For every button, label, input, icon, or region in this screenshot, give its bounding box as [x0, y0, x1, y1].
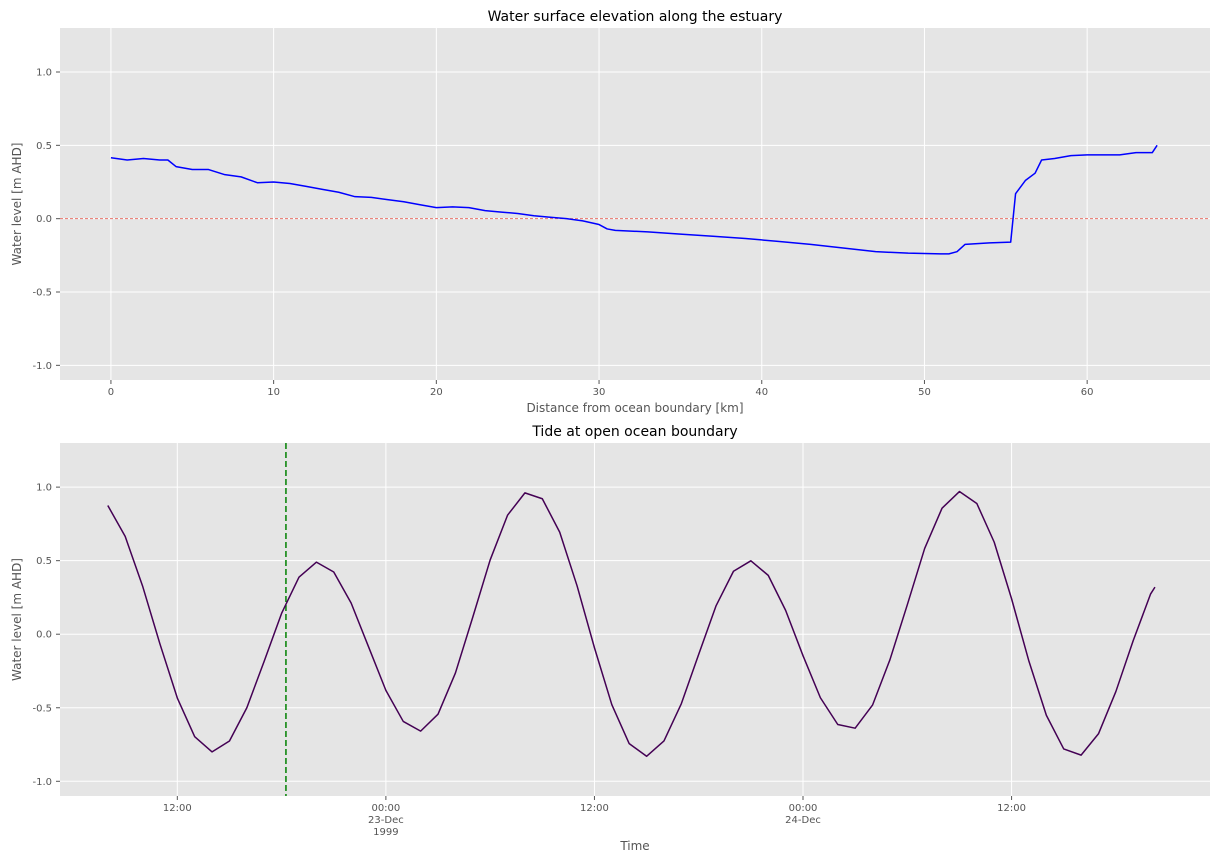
y-tick-label: 0.0: [36, 214, 52, 225]
data-line: [110, 144, 1158, 255]
x-tick-label: 40: [755, 387, 768, 398]
x-axis-label: Distance from ocean boundary [km]: [526, 401, 743, 415]
x-tick-label: 30: [593, 387, 606, 398]
x-tick-label: 0: [108, 387, 114, 398]
y-tick-label: -0.5: [32, 703, 52, 714]
x-tick-label: 12:00: [580, 803, 609, 814]
y-tick-label: 1.0: [36, 483, 52, 494]
data-line: [107, 490, 1156, 758]
y-tick-label: -1.0: [32, 361, 52, 372]
x-tick-label: 50: [918, 387, 931, 398]
y-tick-label: 0.5: [36, 141, 52, 152]
plot-background: [60, 443, 1210, 796]
y-tick-label: 0.0: [36, 630, 52, 641]
y-tick-label: 0.5: [36, 556, 52, 567]
x-tick-label: 00:00 24-Dec: [785, 803, 821, 826]
y-tick-label: -0.5: [32, 288, 52, 299]
y-axis-label: Water level [m AHD]: [10, 143, 24, 266]
chart-title: Tide at open ocean boundary: [531, 424, 737, 440]
x-axis-label: Time: [619, 839, 649, 853]
plot-background: [60, 28, 1210, 380]
x-tick-label: 60: [1081, 387, 1094, 398]
x-tick-label: 12:00: [163, 803, 192, 814]
x-tick-label: 10: [267, 387, 280, 398]
x-tick-label: 12:00: [997, 803, 1026, 814]
y-tick-label: 1.0: [36, 68, 52, 79]
y-axis-label: Water level [m AHD]: [10, 558, 24, 681]
x-tick-label: 00:00 23-Dec 1999: [368, 803, 404, 838]
chart-title: Water surface elevation along the estuar…: [488, 9, 783, 25]
x-tick-label: 20: [430, 387, 443, 398]
y-tick-label: -1.0: [32, 777, 52, 788]
